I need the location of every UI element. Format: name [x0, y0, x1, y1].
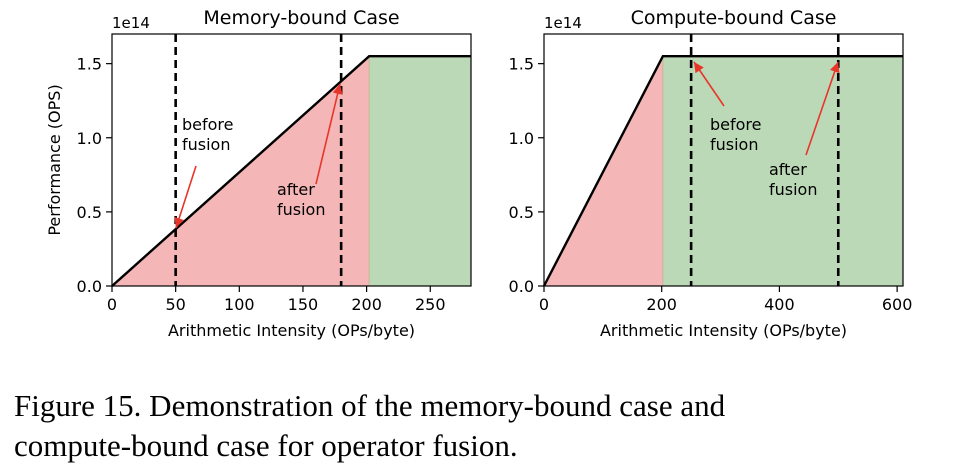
x-tick-label: 0 [107, 295, 117, 314]
annotation-arrow-head [332, 84, 343, 95]
annotation-label: fusion [277, 200, 325, 219]
y-multiplier: 1e14 [112, 14, 150, 32]
x-tick-label: 400 [764, 295, 795, 314]
annotation-label: fusion [769, 180, 817, 199]
annotation-arrow-shaft [175, 165, 197, 229]
caption-line-2: compute-bound case for operator fusion. [14, 428, 518, 463]
y-tick-label: 0.5 [77, 203, 102, 222]
roofline-line [111, 55, 471, 287]
y-multiplier: 1e14 [544, 14, 582, 32]
x-tick-label: 50 [165, 295, 185, 314]
x-axis-label: Arithmetic Intensity (OPs/byte) [600, 321, 847, 340]
annotation-label: fusion [182, 135, 230, 154]
y-tick-label: 0.0 [509, 277, 534, 296]
y-tick-label: 0.5 [509, 203, 534, 222]
x-tick-label: 200 [646, 295, 677, 314]
figure: 0 50 100 150 200 250 0.0 0.5 1.0 1.5 1e14 Memory-bo… [45, 7, 913, 340]
annotation-label: before [182, 115, 234, 134]
x-tick-label: 0 [539, 295, 549, 314]
annotation-arrow-head [830, 62, 840, 74]
y-tick-label: 1.0 [509, 129, 534, 148]
x-tick-label: 200 [351, 295, 382, 314]
region-compute-bound [369, 56, 471, 287]
chart-title: Memory-bound Case [203, 7, 399, 29]
annotation-label: after [277, 180, 315, 199]
annotation-arrow-shaft [315, 83, 341, 185]
chart-title: Compute-bound Case [631, 7, 837, 29]
roofline-line [542, 55, 903, 287]
annotation-label: after [769, 160, 807, 179]
x-tick-label: 600 [882, 295, 913, 314]
chart-2: 0 200 400 600 0.0 0.5 1.0 1.5 1e14 Compute-bound … [509, 7, 913, 340]
chart-1: 0 50 100 150 200 250 0.0 0.5 1.0 1.5 1e14 Memory-bo… [45, 7, 472, 340]
x-tick-label: 150 [288, 295, 319, 314]
y-tick-label: 1.5 [77, 55, 102, 74]
y-tick-label: 0.0 [77, 277, 102, 296]
caption-line-1: Figure 15. Demonstration of the memory-b… [14, 388, 726, 423]
x-tick-label: 250 [415, 295, 446, 314]
x-tick-label: 100 [224, 295, 255, 314]
annotation-label: fusion [710, 135, 758, 154]
plot-frame [111, 33, 472, 287]
annotation-label: before [710, 115, 762, 134]
annotation-arrow-shaft [805, 61, 839, 156]
x-axis-label: Arithmetic Intensity (OPs/byte) [168, 321, 415, 340]
region-compute-bound [662, 56, 903, 287]
y-axis-label: Performance (OPS) [45, 84, 64, 235]
y-tick-label: 1.5 [509, 55, 534, 74]
figure-caption: Figure 15. Demonstration of the memory-b… [14, 386, 944, 466]
annotation-arrow-head [694, 62, 704, 74]
y-tick-label: 1.0 [77, 129, 102, 148]
annotation-arrow-head [174, 216, 184, 228]
plot-frame [543, 33, 904, 287]
